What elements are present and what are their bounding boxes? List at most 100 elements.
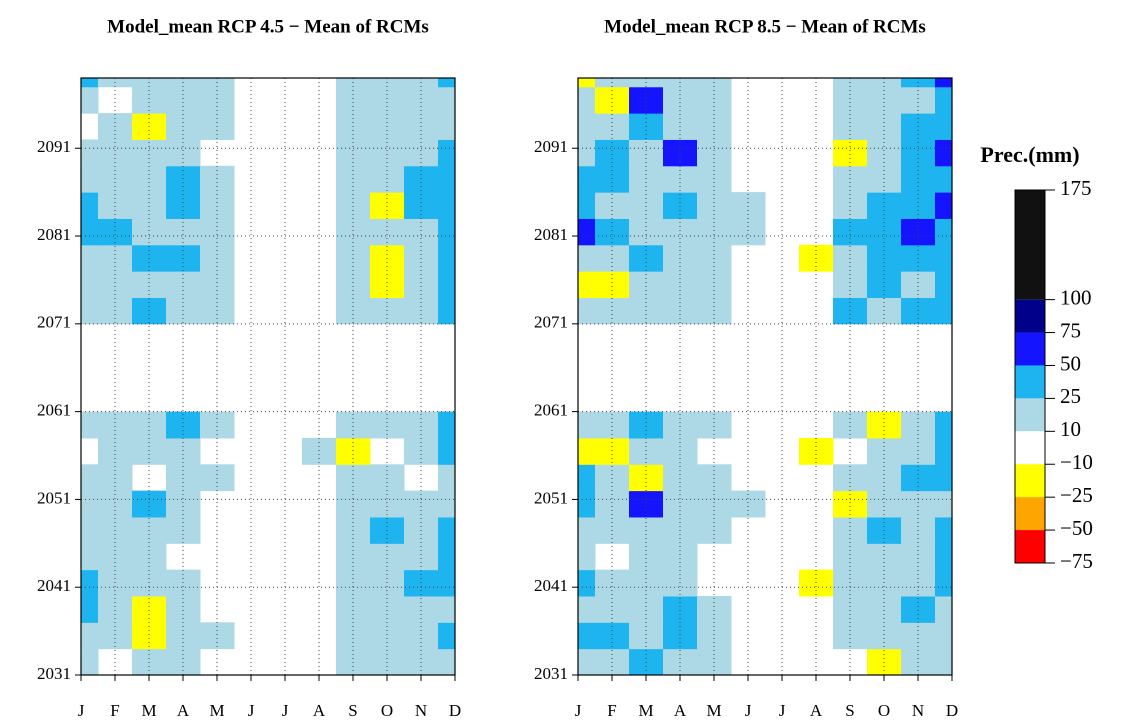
cell — [438, 437, 455, 465]
y-tick-label: 2031 — [534, 664, 568, 683]
cell — [132, 543, 167, 571]
cell — [438, 78, 455, 88]
cell — [595, 437, 630, 465]
x-tick-label: A — [674, 701, 687, 720]
cell — [404, 490, 439, 518]
x-tick-label: J — [248, 701, 255, 720]
cell — [438, 271, 455, 298]
cell — [935, 516, 952, 544]
cell — [867, 569, 902, 597]
cells — [81, 78, 455, 675]
cell — [166, 165, 201, 193]
cell — [370, 543, 405, 571]
cell — [81, 411, 99, 439]
cell — [578, 543, 596, 571]
cell — [629, 569, 664, 597]
cell — [81, 244, 99, 272]
cell — [438, 648, 455, 675]
cell — [935, 543, 952, 571]
cell — [578, 113, 596, 140]
cell — [697, 271, 732, 298]
cell — [438, 569, 455, 597]
cell — [370, 464, 405, 492]
x-tick-label: M — [638, 701, 653, 720]
cell — [935, 86, 952, 114]
cell — [935, 244, 952, 272]
cell — [901, 464, 936, 492]
cell — [438, 244, 455, 272]
cell — [166, 78, 201, 88]
cell — [578, 139, 596, 167]
x-tick-label: A — [177, 701, 190, 720]
cell — [901, 543, 936, 571]
cell — [935, 165, 952, 193]
cell — [336, 437, 371, 465]
cell — [867, 139, 902, 167]
cell — [336, 78, 371, 88]
cell — [663, 86, 698, 114]
cell — [833, 543, 868, 571]
cell — [867, 411, 902, 439]
cell — [166, 139, 201, 167]
y-tick-label: 2031 — [37, 664, 71, 683]
cell — [336, 271, 371, 298]
cell — [595, 490, 630, 518]
cell — [132, 86, 167, 114]
cell — [578, 86, 596, 114]
cell — [438, 86, 455, 114]
x-tick-label: N — [415, 701, 427, 720]
cell — [81, 139, 99, 167]
cell — [578, 464, 596, 492]
cell — [578, 218, 596, 246]
cell — [404, 411, 439, 439]
cell — [578, 271, 596, 298]
cell — [404, 78, 439, 88]
cell — [629, 86, 664, 114]
cell — [833, 271, 868, 298]
cell — [935, 648, 952, 675]
cell — [166, 411, 201, 439]
cell — [578, 622, 596, 650]
cell — [336, 165, 371, 193]
cell — [935, 218, 952, 246]
cell — [833, 86, 868, 114]
cell — [404, 543, 439, 571]
cell — [697, 411, 732, 439]
cell — [166, 271, 201, 298]
cell — [200, 86, 235, 114]
cell — [663, 411, 698, 439]
cell — [166, 569, 201, 597]
cell — [629, 411, 664, 439]
cell — [98, 411, 133, 439]
cell — [663, 165, 698, 193]
cell — [438, 139, 455, 167]
y-tick-label: 2091 — [534, 137, 568, 156]
cell — [731, 490, 766, 518]
cell — [867, 165, 902, 193]
cell — [578, 595, 596, 623]
cell — [98, 139, 133, 167]
colorbar-band — [1015, 530, 1045, 563]
cells — [578, 78, 952, 675]
cell — [697, 78, 732, 88]
cell — [81, 622, 99, 650]
cell — [578, 490, 596, 518]
colorbar-band — [1015, 299, 1045, 333]
x-tick-label: F — [607, 701, 616, 720]
colorbar-label: −25 — [1060, 483, 1093, 507]
cell — [799, 437, 834, 465]
cell — [166, 437, 201, 465]
cell — [578, 244, 596, 272]
x-tick-label: D — [946, 701, 958, 720]
cell — [81, 569, 99, 597]
x-tick-label: J — [282, 701, 289, 720]
cell — [901, 569, 936, 597]
cell — [438, 165, 455, 193]
colorbar-band — [1015, 431, 1045, 465]
cell — [595, 271, 630, 298]
cell — [867, 271, 902, 298]
x-tick-label: J — [575, 701, 582, 720]
cell — [663, 78, 698, 88]
cell — [663, 543, 698, 571]
